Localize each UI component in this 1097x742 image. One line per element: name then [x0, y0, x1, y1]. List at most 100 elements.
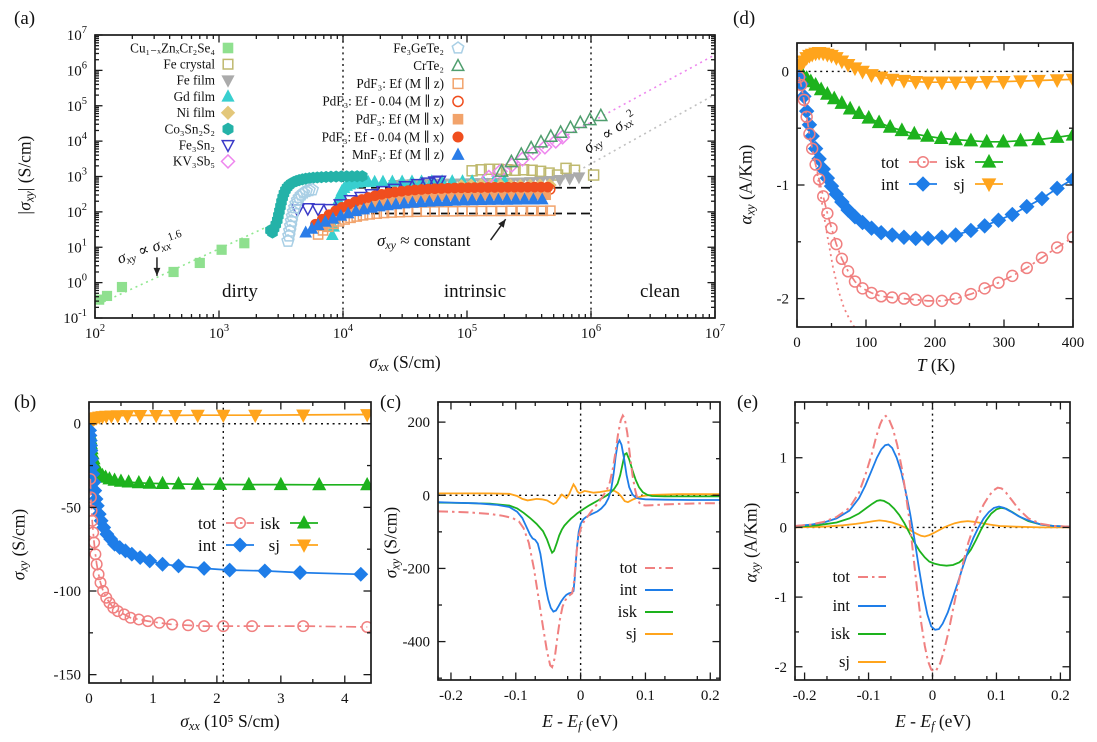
svg-text:0: 0: [782, 64, 790, 80]
panel-e-y-axis-label: αxy (A/Km): [740, 502, 763, 583]
series-sj: [797, 47, 1073, 91]
svg-text:-200: -200: [403, 561, 431, 577]
panel-d-chart: 0 100 200 300 400 0 -1 -2 tot isk int sj: [777, 42, 1084, 351]
annotation-clean-regime: clean: [639, 281, 681, 302]
legend-label: sj: [626, 624, 637, 643]
series-Fe3GeTe2: [281, 182, 320, 247]
svg-text:-100: -100: [54, 584, 82, 600]
series-CrTe2: [494, 107, 609, 177]
svg-text:0: 0: [793, 335, 801, 351]
svg-text:104: 104: [67, 131, 88, 150]
panel-b-frame: [88, 401, 372, 684]
legend-label: Fe₃GeTe₂: [393, 40, 444, 55]
panel-e-chart: -0.2 -0.1 0 0.1 0.2 1 0 -1 -2 tot int isk sj: [775, 401, 1071, 704]
annotation-intrinsic-regime: intrinsic: [443, 281, 507, 302]
panel-a-chart: 102 103 104 105 106 107 10-1 100 101 102 103 104 105…: [63, 25, 725, 342]
legend-label: int: [198, 536, 216, 555]
series-tot: [438, 413, 720, 670]
panel-c-legend: tot int isk sj: [618, 558, 673, 643]
svg-text:100: 100: [67, 273, 87, 292]
panel-b-tick-labels: 0 1 2 3 4 0 -50 -100 -150: [54, 417, 350, 707]
panel-e-x-axis-label: E - Ef (eV): [895, 711, 971, 734]
svg-text:100: 100: [855, 335, 878, 351]
svg-text:0.2: 0.2: [701, 688, 720, 704]
svg-text:300: 300: [993, 335, 1016, 351]
svg-text:-150: -150: [54, 668, 82, 684]
legend-label: tot: [833, 567, 851, 586]
svg-text:0: 0: [577, 688, 585, 704]
svg-text:10-1: 10-1: [63, 308, 87, 327]
legend-label: KV₃Sb₅: [173, 154, 215, 169]
legend-label: MnF₃: Ef (M ∥ z): [352, 147, 444, 162]
panel-c-y-axis-label: σxy (S/cm): [380, 506, 403, 579]
svg-text:102: 102: [67, 202, 87, 221]
legend-label: PdF₃: Ef (M ∥ x): [356, 112, 444, 127]
panel-d-frame: [796, 42, 1074, 328]
panel-d-plot-area: [797, 47, 1073, 327]
series-int: [438, 438, 720, 613]
series-isk: [438, 451, 720, 555]
panel-c-ticks: [437, 402, 720, 680]
svg-text:104: 104: [333, 323, 354, 342]
svg-text:-1: -1: [777, 178, 790, 194]
panel-b-y-axis-label: σxy (S/cm): [8, 508, 31, 581]
svg-text:-0.1: -0.1: [857, 688, 881, 704]
panel-e-tick-labels: -0.2 -0.1 0 0.1 0.2 1 0 -1 -2: [775, 451, 1070, 704]
panel-c-frame: [437, 401, 721, 681]
series-tot: [795, 414, 1070, 673]
legend-label: sj: [839, 652, 850, 671]
svg-text:1: 1: [149, 691, 157, 707]
legend-label: Fe film: [177, 73, 216, 88]
svg-text:-2: -2: [775, 660, 788, 676]
svg-text:0.1: 0.1: [636, 688, 655, 704]
svg-text:0: 0: [74, 417, 82, 433]
panel-b-legend: tot isk int sj: [198, 514, 318, 555]
svg-text:0: 0: [929, 688, 937, 704]
legend-label: int: [833, 596, 851, 615]
panel-b-chart: 0 1 2 3 4 0 -50 -100 -150 tot isk int sj: [54, 401, 372, 707]
line-trend-sigma-1.6: [95, 224, 271, 307]
panel-d-x-axis-label: T (K): [916, 355, 956, 375]
legend-label: tot: [620, 558, 638, 577]
svg-text:0: 0: [780, 520, 788, 536]
series-int: [89, 422, 369, 582]
svg-text:1: 1: [780, 451, 788, 467]
panel-b-x-axis-label: σxx (10⁵ S/cm): [180, 711, 280, 734]
svg-text:0: 0: [85, 691, 93, 707]
svg-text:-1: -1: [775, 590, 788, 606]
legend-label: CrTe₂: [413, 58, 444, 73]
panel-e-ticks: [794, 402, 1070, 680]
panel-a-x-axis-label: σxx (S/cm): [369, 352, 441, 375]
series-Co3Sn2S2: [265, 170, 368, 239]
panel-d-y-axis-label: αxy (A/Km): [735, 144, 758, 225]
annotation-sigma-xy-constant: σxy ≈ constant: [377, 231, 471, 252]
series-int: [795, 443, 1070, 631]
legend-label: Co₃Sn₂S₂: [165, 121, 215, 136]
legend-label: isk: [831, 624, 851, 643]
legend-label: tot: [881, 153, 899, 172]
annotation-dirty-regime: dirty: [222, 281, 258, 302]
series-isk: [89, 425, 371, 491]
svg-text:106: 106: [581, 323, 601, 342]
svg-text:0.2: 0.2: [1051, 688, 1070, 704]
legend-label: sj: [954, 175, 965, 194]
svg-text:102: 102: [85, 323, 105, 342]
series-tot: [797, 70, 1073, 308]
svg-text:105: 105: [457, 323, 477, 342]
panel-e-plot-area: [795, 402, 1070, 680]
panel-d-ticks: [796, 43, 1074, 327]
legend-label: isk: [618, 602, 638, 621]
series-MnF3-Ef-Mz: [299, 192, 549, 238]
legend-label: Fe crystal: [163, 57, 215, 72]
svg-text:2: 2: [213, 691, 221, 707]
svg-text:106: 106: [67, 60, 87, 79]
svg-text:-2: -2: [777, 292, 790, 308]
legend-label: PdF₃: Ef - 0.04 (M ∥ x): [322, 129, 444, 144]
legend-label: PdF₃: Ef - 0.04 (M ∥ z): [322, 94, 444, 109]
series-tot: [89, 472, 371, 633]
legend-label: int: [881, 175, 899, 194]
panel-e-label: (e): [737, 392, 759, 413]
series-sj: [89, 409, 371, 431]
